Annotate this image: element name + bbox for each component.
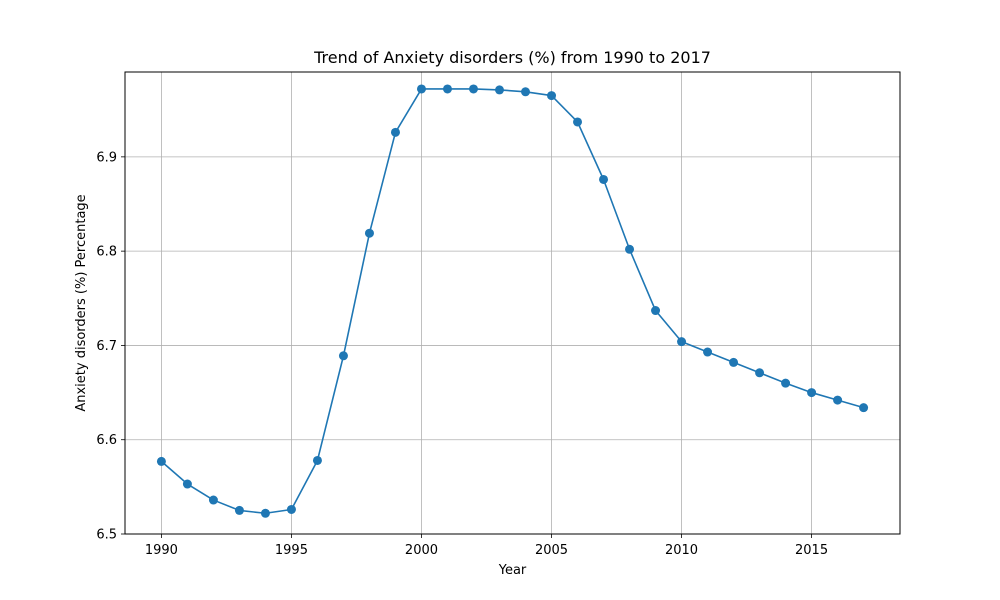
data-point bbox=[729, 357, 739, 367]
data-point bbox=[338, 351, 348, 361]
data-point bbox=[312, 455, 322, 465]
data-points bbox=[156, 84, 869, 518]
data-point bbox=[494, 85, 504, 95]
plot-area-frame bbox=[124, 71, 901, 535]
data-point bbox=[573, 117, 583, 127]
y-tick-label: 6.7 bbox=[96, 339, 117, 354]
chart-title: Trend of Anxiety disorders (%) from 1990… bbox=[313, 48, 711, 67]
y-tick-label: 6.9 bbox=[96, 150, 117, 165]
data-point bbox=[599, 174, 609, 184]
x-axis-ticks: 1990 1995 2000 2005 2010 2015 bbox=[145, 534, 828, 558]
data-point bbox=[468, 84, 478, 94]
y-tick-label: 6.6 bbox=[96, 433, 117, 448]
y-tick-label: 6.8 bbox=[96, 245, 117, 260]
series-line bbox=[160, 88, 864, 515]
data-point bbox=[781, 378, 791, 388]
data-point bbox=[521, 87, 531, 97]
data-point bbox=[755, 368, 765, 378]
y-axis-ticks: 6.5 6.6 6.7 6.8 6.9 bbox=[96, 150, 125, 543]
data-point bbox=[234, 505, 244, 515]
x-tick-label: 2010 bbox=[665, 543, 698, 558]
data-point bbox=[182, 479, 192, 489]
data-point bbox=[807, 388, 817, 398]
x-tick-label: 1995 bbox=[275, 543, 308, 558]
data-point bbox=[703, 347, 713, 357]
data-point bbox=[416, 84, 426, 94]
x-axis-label: Year bbox=[498, 563, 527, 578]
x-tick-label: 2000 bbox=[405, 543, 438, 558]
data-point bbox=[208, 495, 218, 505]
data-point bbox=[859, 403, 869, 413]
data-point bbox=[260, 508, 270, 518]
data-point bbox=[547, 91, 557, 101]
x-tick-label: 1990 bbox=[145, 543, 178, 558]
data-point bbox=[390, 127, 400, 137]
data-point bbox=[651, 306, 661, 316]
data-point bbox=[364, 228, 374, 238]
data-point bbox=[442, 84, 452, 94]
data-point bbox=[677, 337, 687, 347]
series-line-layer bbox=[160, 88, 864, 515]
data-point bbox=[156, 456, 166, 466]
y-axis-label: Anxiety disorders (%) Percentage bbox=[74, 194, 89, 411]
x-tick-label: 2015 bbox=[795, 543, 828, 558]
data-point bbox=[286, 504, 296, 514]
x-tick-label: 2005 bbox=[535, 543, 568, 558]
data-point bbox=[833, 395, 843, 405]
y-tick-label: 6.5 bbox=[96, 528, 117, 543]
data-point bbox=[625, 244, 635, 254]
